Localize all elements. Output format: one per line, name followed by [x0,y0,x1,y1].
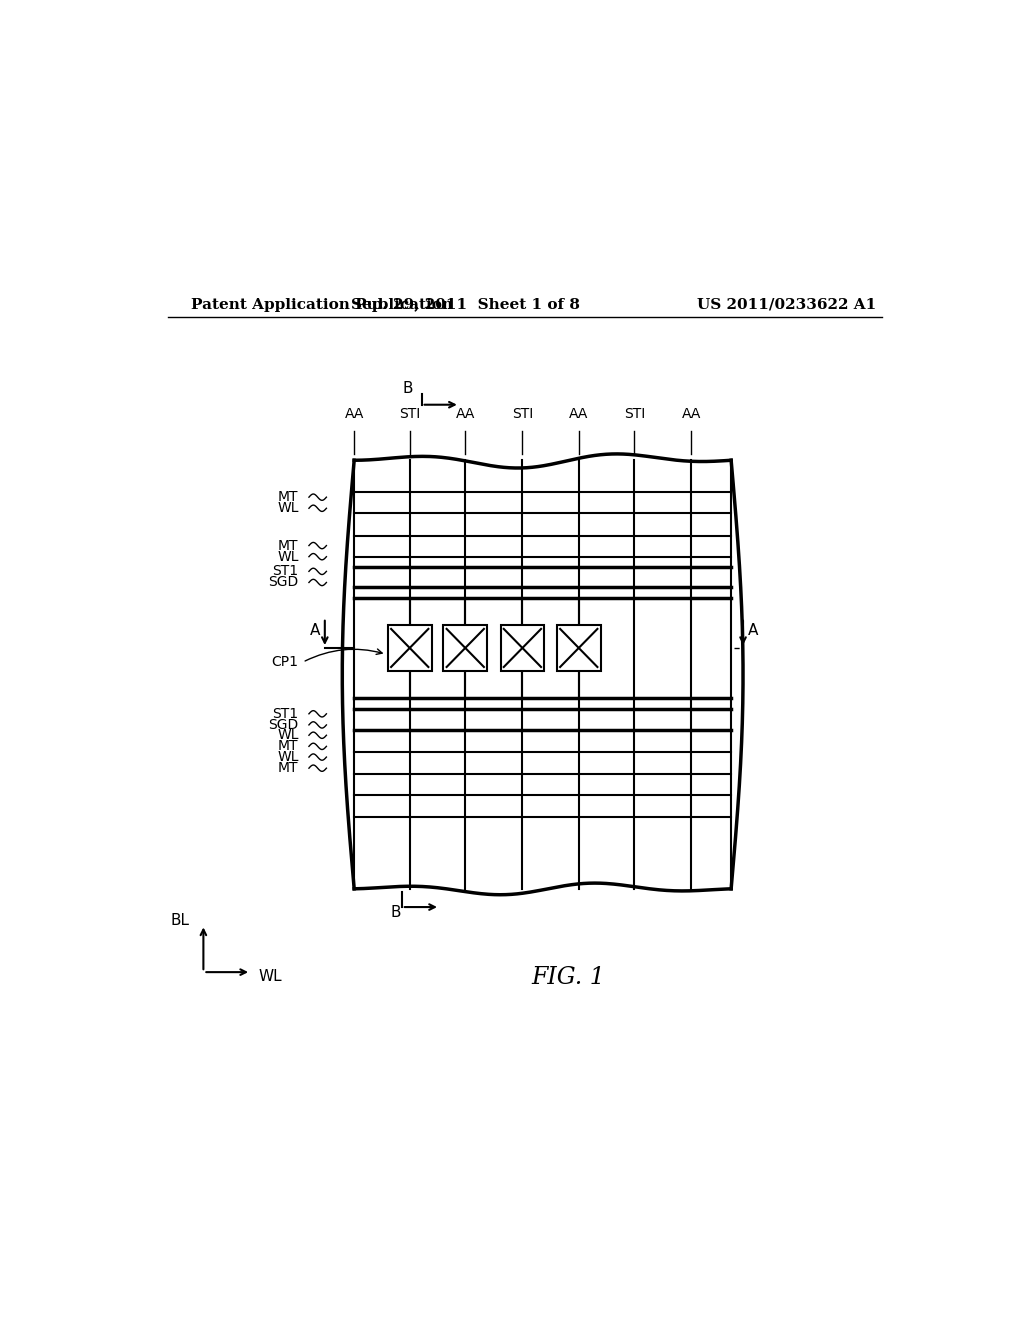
Text: STI: STI [624,407,645,421]
Text: BL: BL [170,913,189,928]
Text: WL: WL [278,502,299,515]
Text: B: B [402,381,413,396]
Text: Patent Application Publication: Patent Application Publication [191,298,454,312]
Text: STI: STI [512,407,534,421]
Text: MT: MT [279,490,299,504]
Text: CP1: CP1 [271,655,299,669]
Text: US 2011/0233622 A1: US 2011/0233622 A1 [697,298,877,312]
Text: B: B [390,906,400,920]
Text: AA: AA [682,407,701,421]
Text: AA: AA [344,407,364,421]
Text: Sep. 29, 2011  Sheet 1 of 8: Sep. 29, 2011 Sheet 1 of 8 [351,298,580,312]
Text: WL: WL [278,750,299,764]
Text: SGD: SGD [268,718,299,731]
Text: MT: MT [279,739,299,754]
Text: STI: STI [399,407,421,421]
Text: AA: AA [456,407,475,421]
Text: WL: WL [278,549,299,564]
Text: AA: AA [569,407,589,421]
Text: ST1: ST1 [272,565,299,578]
Text: FIG. 1: FIG. 1 [531,966,605,989]
Bar [388,624,431,671]
Text: WL: WL [278,729,299,742]
Text: MT: MT [279,539,299,553]
Text: ST1: ST1 [272,706,299,721]
Text: WL: WL [259,969,283,983]
Text: MT: MT [279,762,299,775]
Bar [443,624,487,671]
Text: A: A [310,623,321,638]
Bar [501,624,544,671]
Text: A: A [748,623,758,638]
Text: SGD: SGD [268,576,299,590]
Bar [557,624,601,671]
